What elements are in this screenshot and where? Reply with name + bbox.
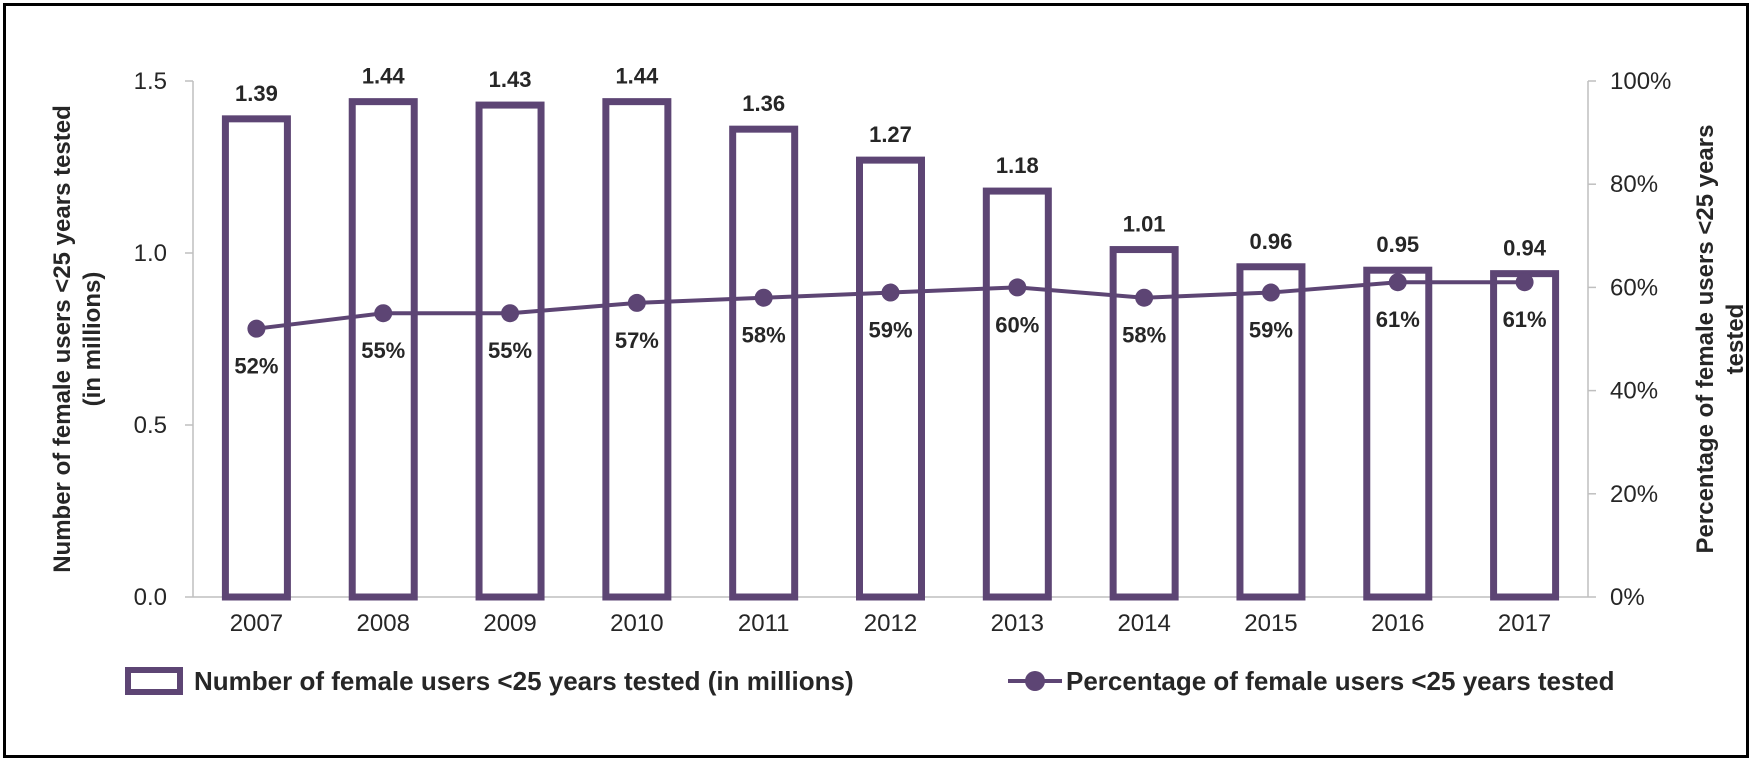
bar-value-label: 0.94: [1503, 236, 1547, 261]
legend-line-marker: [1025, 671, 1045, 691]
bar-value-label: 1.44: [615, 64, 659, 89]
right-tick-label: 40%: [1610, 378, 1658, 405]
x-tick-label: 2008: [357, 610, 410, 637]
bar-value-label: 1.36: [742, 91, 785, 116]
left-tick-label: 1.5: [134, 68, 167, 95]
right-axis-title-line: Percentage of female users <25 years: [1692, 125, 1719, 554]
bar-value-label: 0.96: [1250, 229, 1293, 254]
bar: [221, 115, 291, 601]
x-tick-label: 2014: [1117, 610, 1170, 637]
line-point: [501, 304, 520, 323]
x-tick-label: 2010: [610, 610, 663, 637]
line-point: [247, 319, 266, 338]
right-tick-label: 0%: [1610, 584, 1645, 611]
x-tick-label: 2015: [1244, 610, 1297, 637]
bar-value-label: 1.01: [1123, 212, 1166, 237]
bar-value-label: 0.95: [1376, 232, 1419, 257]
right-tick-label: 60%: [1610, 274, 1658, 301]
line-value-label: 58%: [742, 323, 786, 348]
right-tick-label: 20%: [1610, 481, 1658, 508]
line-value-label: 60%: [995, 312, 1039, 337]
bar: [982, 187, 1052, 601]
right-tick-label: 100%: [1610, 68, 1671, 95]
x-tick-label: 2011: [738, 610, 790, 637]
line-point: [1515, 273, 1534, 292]
right-axis-title: Percentage of female users <25 years test…: [1692, 125, 1749, 554]
line-value-label: 55%: [488, 338, 532, 363]
line-point: [1008, 278, 1027, 297]
line-value-label: 59%: [868, 318, 912, 343]
bar-value-label: 1.43: [489, 67, 532, 92]
bar-value-label: 1.44: [362, 64, 406, 89]
right-axis-title-line: tested: [1722, 304, 1749, 375]
line-point: [1135, 288, 1154, 307]
bar-value-label: 1.27: [869, 122, 912, 147]
bar: [729, 125, 799, 601]
line-point: [627, 293, 646, 312]
x-tick-label: 2012: [864, 610, 917, 637]
left-axis-title-line: Number of female users <25 years tested: [49, 105, 76, 573]
line-value-label: 61%: [1503, 307, 1547, 332]
line-point: [754, 288, 773, 307]
x-tick-label: 2017: [1498, 610, 1551, 637]
line-point: [881, 283, 900, 302]
legend-line-label: Percentage of female users <25 years tes…: [1066, 666, 1614, 696]
line-value-label: 61%: [1376, 307, 1420, 332]
left-tick-label: 0.0: [134, 584, 167, 611]
x-tick-label: 2016: [1371, 610, 1424, 637]
line-value-label: 57%: [615, 328, 659, 353]
right-tick-label: 80%: [1610, 171, 1658, 198]
left-axis-title: Number of female users <25 years tested(…: [49, 105, 106, 573]
x-tick-label: 2009: [483, 610, 536, 637]
line-value-label: 52%: [234, 354, 278, 379]
left-tick-label: 1.0: [134, 240, 167, 267]
line-value-label: 55%: [361, 338, 405, 363]
bar: [1236, 263, 1306, 601]
line-point: [374, 304, 393, 323]
x-tick-label: 2007: [230, 610, 283, 637]
bar-value-label: 1.18: [996, 153, 1039, 178]
bar-value-label: 1.39: [235, 81, 278, 106]
left-tick-label: 0.5: [134, 412, 167, 439]
bar: [475, 101, 545, 601]
x-tick-label: 2013: [991, 610, 1044, 637]
legend-bar-label: Number of female users <25 years tested …: [194, 666, 854, 696]
bar: [602, 98, 672, 601]
line-value-label: 58%: [1122, 323, 1166, 348]
line-point: [1388, 273, 1407, 292]
left-axis-title-line: (in millions): [79, 272, 106, 407]
line-point: [1261, 283, 1280, 302]
line-value-label: 59%: [1249, 318, 1293, 343]
bar: [348, 98, 418, 601]
bar: [1363, 266, 1433, 601]
bar: [856, 156, 925, 601]
chart-frame: [3, 3, 1749, 758]
bar: [1109, 246, 1179, 601]
legend-bar-swatch: [125, 667, 183, 695]
